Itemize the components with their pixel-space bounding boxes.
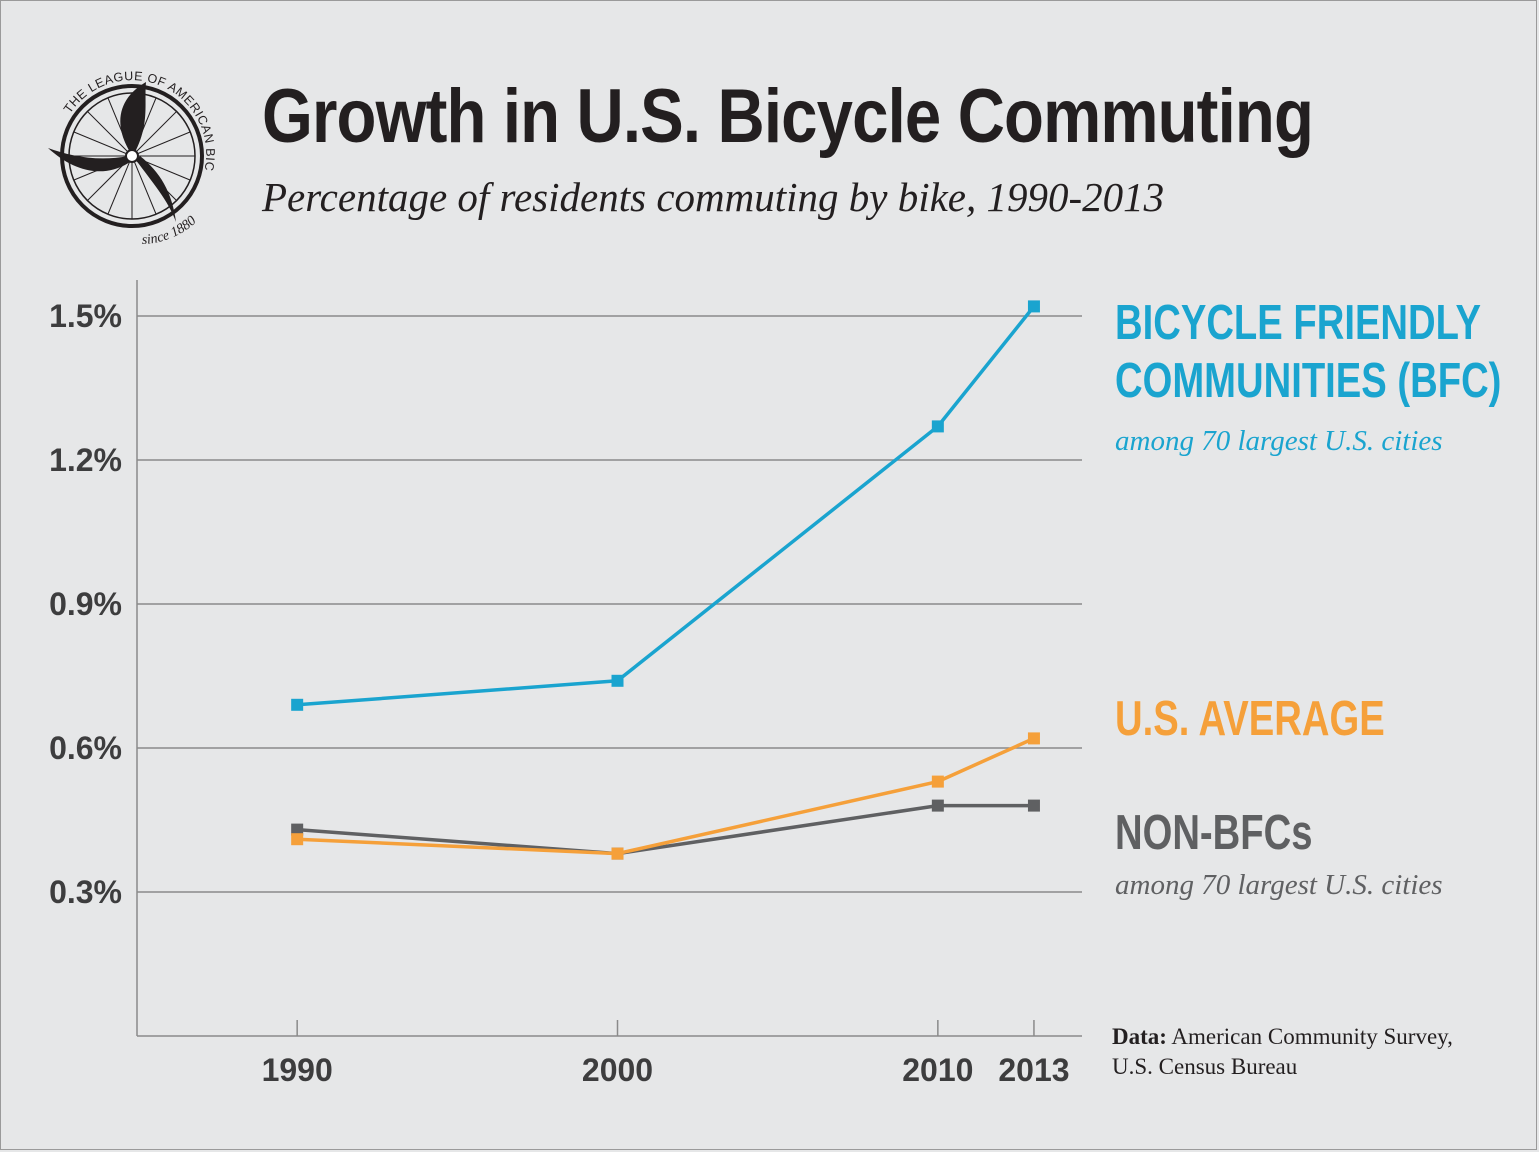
data-point [611,847,624,860]
x-tick-label: 2010 [902,1052,973,1088]
series-non-bfc [291,799,1040,860]
data-point [291,823,304,836]
us-average-label: U.S. AVERAGE [1115,692,1385,746]
bfc-label-note: among 70 largest U.S. cities [1115,425,1443,457]
bfc-label-line2: COMMUNITIES (BFC) [1115,354,1502,408]
data-point [931,775,944,788]
data-point [1027,732,1040,745]
x-tick-label: 1990 [262,1052,333,1088]
data-point [1027,799,1040,812]
chart-title: Growth in U.S. Bicycle Commuting [262,74,1314,159]
data-point [291,698,304,711]
x-tick-label: 2000 [582,1052,653,1088]
y-tick-label: 0.6% [49,730,122,766]
league-logo: THE LEAGUE OF AMERICAN BICYCLISTS since … [42,52,217,248]
series-line [297,736,1035,856]
source-line2: U.S. Census Bureau [1112,1054,1298,1079]
data-point [931,799,944,812]
bfc-label-line1: BICYCLE FRIENDLY [1115,296,1481,350]
data-source: Data: American Community Survey, U.S. Ce… [1112,1022,1512,1082]
y-tick-label: 0.9% [49,586,122,622]
data-point [931,420,944,433]
x-tick-label: 2013 [998,1052,1069,1088]
wings-icon [48,82,176,222]
y-tick-label: 0.3% [49,874,122,910]
source-prefix: Data: [1112,1024,1167,1049]
y-tick-label: 1.2% [49,442,122,478]
series-us-average [291,732,1040,860]
non-bfc-label-note: among 70 largest U.S. cities [1115,869,1443,901]
non-bfc-label: NON-BFCs [1115,806,1313,860]
data-point [1027,300,1040,313]
data-point [291,833,304,846]
series-bfc [291,300,1040,711]
data-point [611,674,624,687]
series-line [297,305,1036,707]
chart-subtitle: Percentage of residents commuting by bik… [262,174,1165,220]
series-line [297,803,1034,856]
source-line1: American Community Survey, [1171,1024,1453,1049]
y-tick-label: 1.5% [49,298,122,334]
